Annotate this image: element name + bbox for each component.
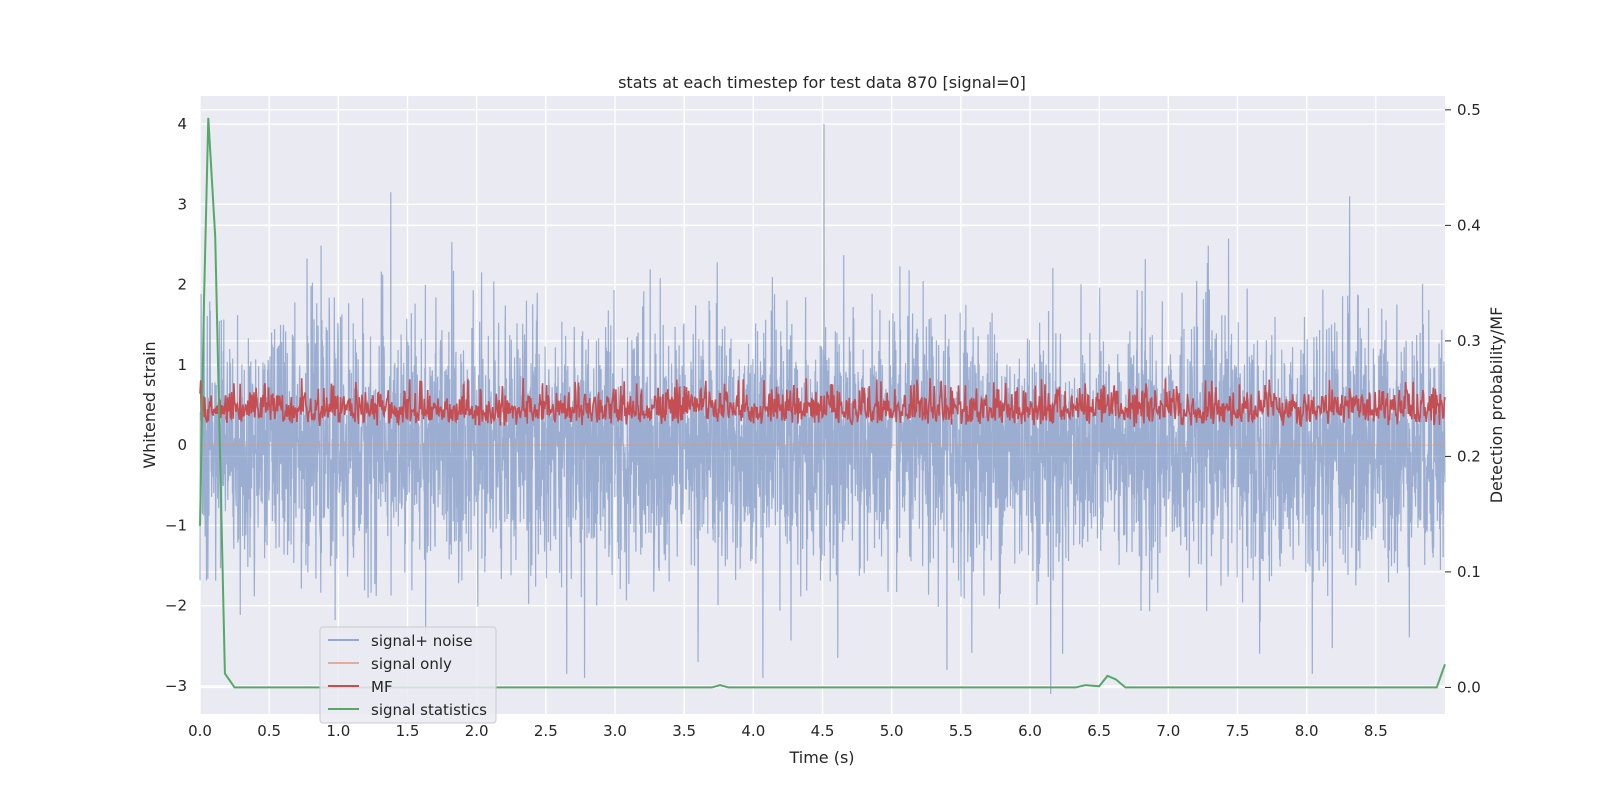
x-tick-label: 0.5 bbox=[257, 722, 281, 740]
x-tick-label: 0.0 bbox=[188, 722, 212, 740]
legend: signal+ noise signal only MF signal stat… bbox=[319, 626, 497, 724]
x-tick-label: 2.5 bbox=[534, 722, 558, 740]
y-tick-label: 3 bbox=[177, 195, 187, 213]
x-axis-label: Time (s) bbox=[788, 748, 854, 767]
y2-tick-label: 0.2 bbox=[1457, 447, 1481, 465]
series-line-signal-statistics bbox=[199, 117, 1446, 689]
series-line-signal-noise bbox=[199, 124, 1446, 694]
chart-title: stats at each timestep for test data 870… bbox=[618, 73, 1026, 92]
x-tick-label: 6.5 bbox=[1087, 722, 1111, 740]
y-tick-label: 4 bbox=[177, 115, 187, 133]
x-tick-label: 1.0 bbox=[326, 722, 350, 740]
y2-tick-label: 0.5 bbox=[1457, 101, 1481, 119]
legend-box bbox=[319, 626, 497, 724]
y2-tick-label: 0.4 bbox=[1457, 216, 1481, 234]
ticks: 0.0 0.5 1.0 1.5 2.0 2.5 3.0 3.5 4.0 4.5 5.0 5.5 6.0 6… bbox=[165, 101, 1481, 740]
series-line-mf bbox=[199, 378, 1446, 427]
x-tick-label: 1.5 bbox=[396, 722, 420, 740]
x-tick-label: 5.0 bbox=[880, 722, 904, 740]
x-tick-label: 8.0 bbox=[1295, 722, 1319, 740]
series-layer bbox=[199, 117, 1446, 694]
y-tick-label: 2 bbox=[177, 276, 187, 294]
x-tick-label: 7.5 bbox=[1226, 722, 1250, 740]
y2-axis-label: Detection probability/MF bbox=[1487, 307, 1506, 504]
x-tick-label: 8.5 bbox=[1364, 722, 1388, 740]
x-tick-label: 3.5 bbox=[672, 722, 696, 740]
legend-label-mf: MF bbox=[371, 678, 393, 696]
legend-label-signal-statistics: signal statistics bbox=[371, 701, 487, 719]
legend-label-signal-only: signal only bbox=[371, 655, 452, 673]
y-tick-label: 0 bbox=[177, 436, 187, 454]
x-tick-label: 6.0 bbox=[1018, 722, 1042, 740]
x-tick-label: 2.0 bbox=[465, 722, 489, 740]
y2-tick-label: 0.3 bbox=[1457, 332, 1481, 350]
x-tick-label: 4.5 bbox=[811, 722, 835, 740]
y-tick-label: −1 bbox=[165, 516, 187, 534]
x-tick-label: 5.5 bbox=[949, 722, 973, 740]
y-tick-label: 1 bbox=[177, 356, 187, 374]
legend-label-signal-noise: signal+ noise bbox=[371, 632, 473, 650]
x-tick-label: 4.0 bbox=[741, 722, 765, 740]
x-tick-label: 7.0 bbox=[1156, 722, 1180, 740]
y-axis-label: Whitened strain bbox=[140, 341, 159, 468]
y2-tick-label: 0.0 bbox=[1457, 678, 1481, 696]
y-tick-label: −2 bbox=[165, 597, 187, 615]
y2-tick-label: 0.1 bbox=[1457, 563, 1481, 581]
x-tick-label: 3.0 bbox=[603, 722, 627, 740]
y-tick-label: −3 bbox=[165, 677, 187, 695]
